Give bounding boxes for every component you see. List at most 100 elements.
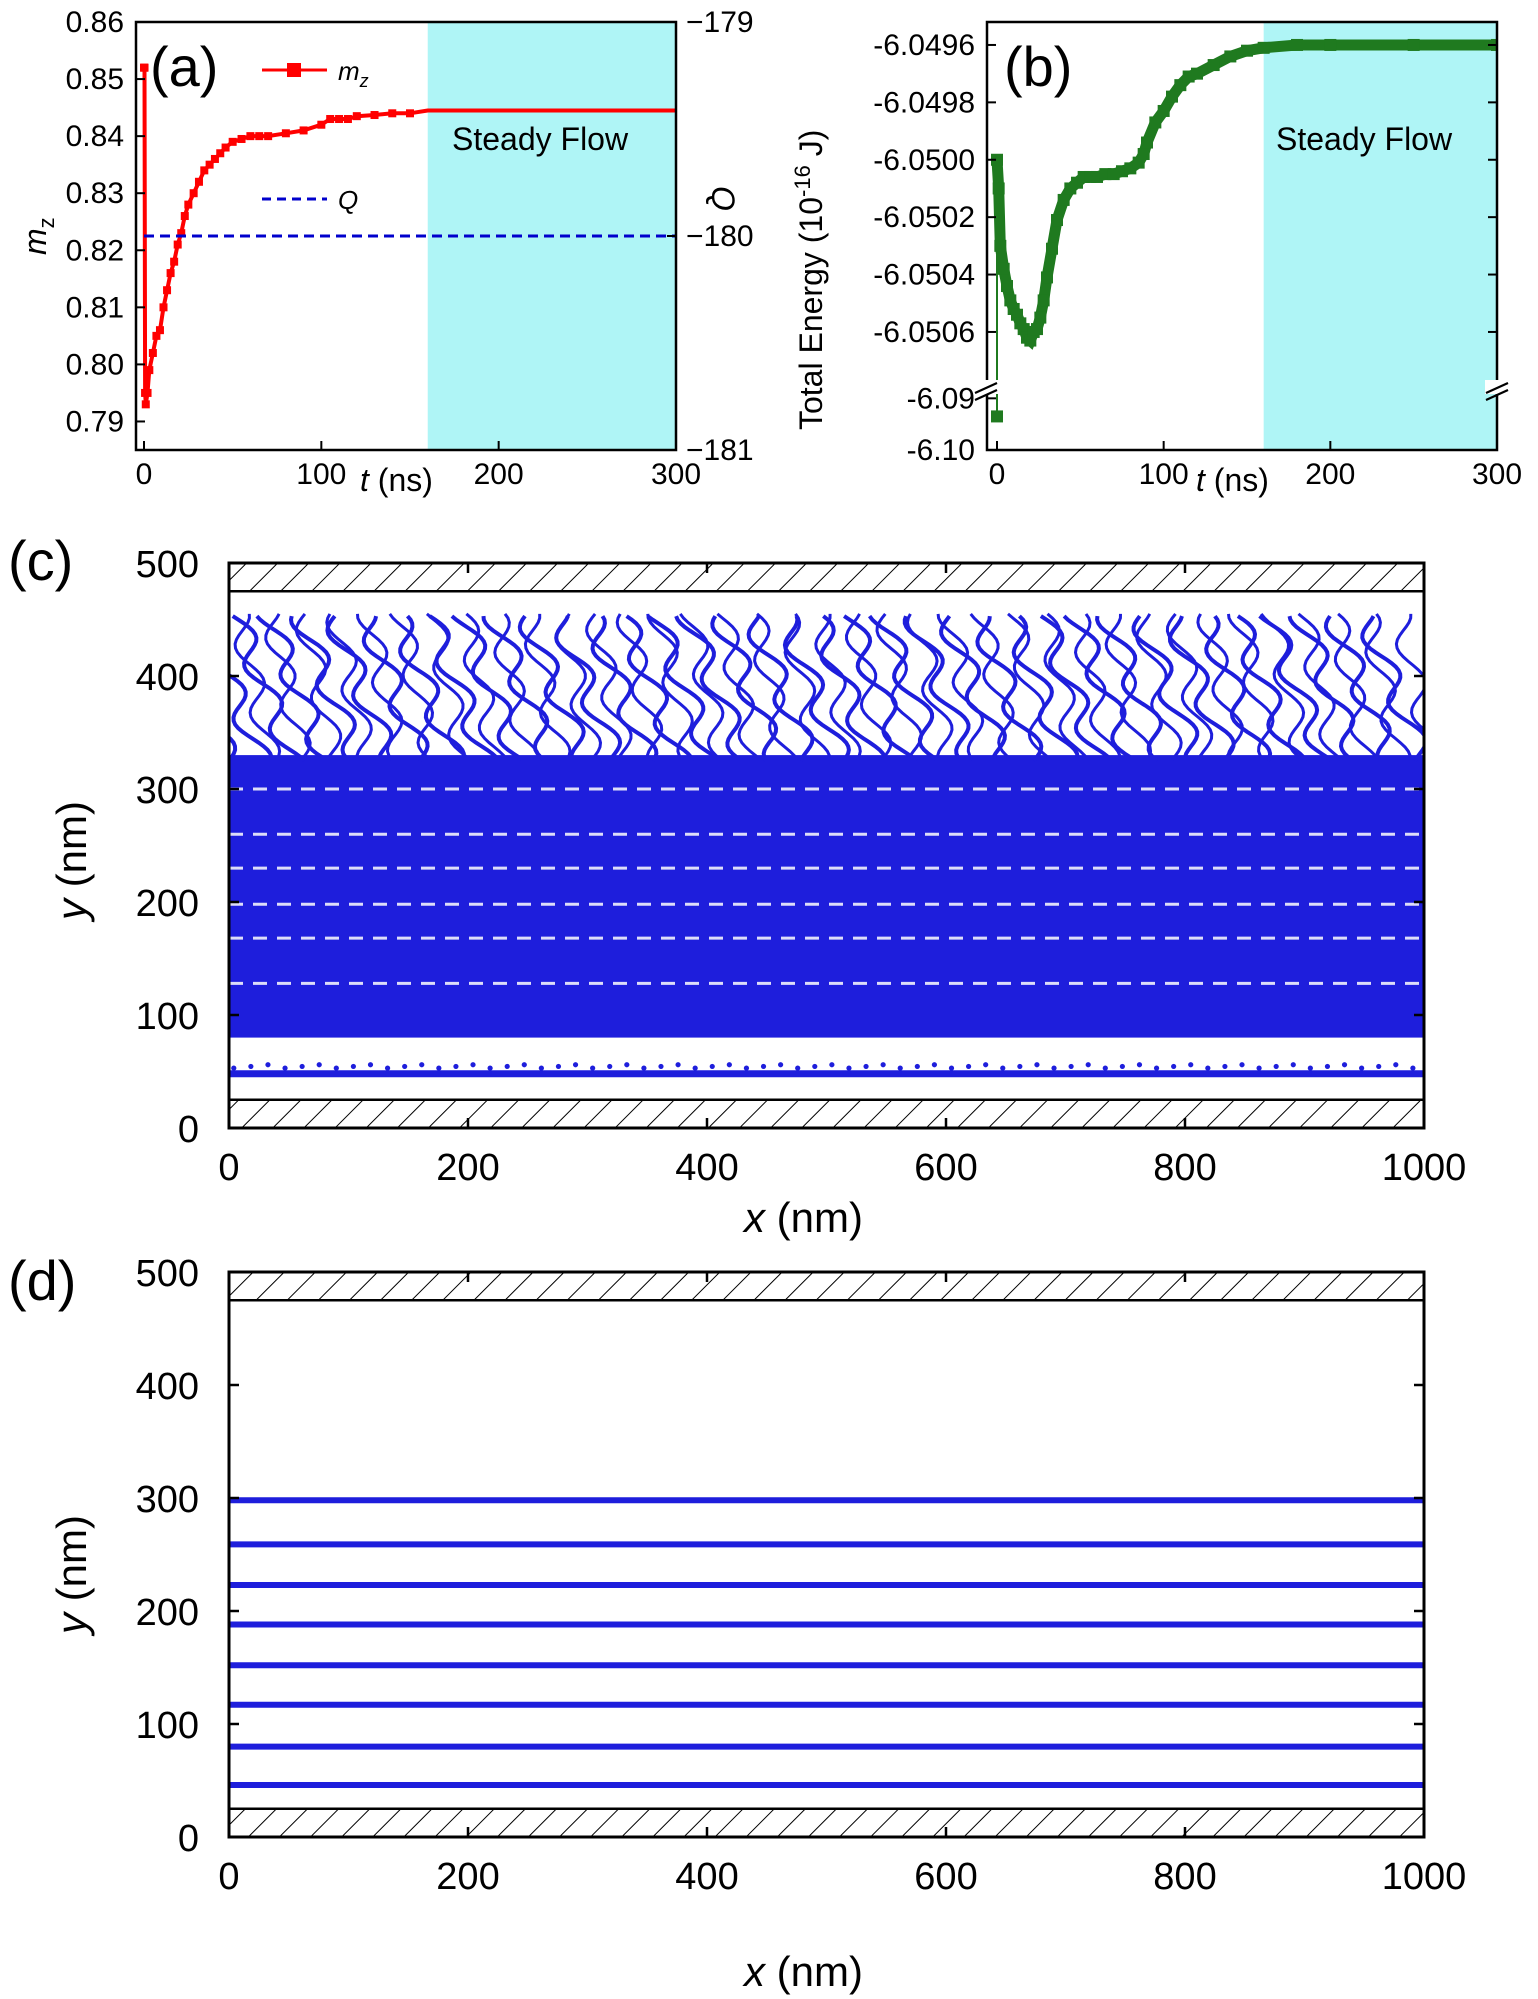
panel-c-point [897,1065,903,1071]
panel-c-xlabel: x (nm) [742,1194,863,1241]
panel-c-point [1051,1065,1057,1071]
series-energy-point [1224,50,1237,63]
series-mz-point [221,143,230,152]
series-energy-point [1141,136,1153,149]
panel-c-point [829,1062,835,1068]
panel-a-ytick-label: 0.83 [66,177,124,210]
panel-c-trajectory [398,614,466,762]
panel-d-xtick-label: 800 [1153,1856,1216,1898]
series-energy-point [1046,242,1058,255]
panel-d-frame [227,1270,1426,1839]
panel-a-legend: mz Q [262,56,369,215]
panel-c-trajectory [936,613,985,761]
series-mz-point [166,269,175,278]
panel-c-xtick-label: 1000 [1382,1147,1467,1189]
series-mz-point [200,166,209,175]
panel-a-xtick-label: 100 [296,458,346,491]
panel-c-trajectory [554,615,623,762]
series-energy-point [992,182,1005,195]
panel-a-ylabel: mz [17,217,59,255]
panel-c-point [1136,1062,1143,1068]
panel-c-trajectory [481,615,550,763]
panel-c-point [1153,1065,1160,1071]
panel-c-point [282,1065,288,1071]
panel-c-point [965,1063,972,1070]
panel-c-trajectory [1427,614,1472,760]
panel-a-y2tick-label: −180 [686,220,754,253]
panel-c-point [265,1062,271,1068]
panel-a-y2label: Q [705,186,741,211]
panel-c-trajectory [1394,613,1424,732]
legend-q-label: Q [338,185,358,215]
panel-c-point [333,1065,339,1071]
panel-b-xtick-label: 200 [1305,458,1355,491]
panel-c-trajectory [1333,612,1380,761]
panel-d-ytick-label: 400 [136,1366,199,1408]
series-mz-point [326,115,335,124]
panel-c-point [350,1063,356,1070]
panel-c-trajectory [1062,614,1137,763]
panel-c-trajectory [361,615,430,762]
panel-d-wall [227,1807,1426,1839]
panel-d-axes: 0 200 400 600 800 1000 0 100 200 300 400 500 [136,1253,1467,1898]
series-energy-point [997,262,1010,275]
series-energy-point [1241,44,1253,57]
panel-d-ytick-label: 100 [136,1705,199,1747]
series-mz-point [148,348,157,357]
panel-c-point [504,1063,510,1070]
panel-c-wall [227,1098,1426,1130]
panel-c-point [572,1062,579,1068]
panel-c-point [590,1065,596,1071]
panel-c-trajectory [1204,614,1273,762]
panel-c-point [1341,1062,1348,1068]
panel-c: 0 200 400 600 800 1000 0 100 200 300 400 500 (c) y … [8,529,1472,1241]
series-mz-point [370,111,379,120]
panel-c-frame [227,561,1426,1130]
panel-c-point [931,1062,938,1068]
series-mz-point [343,115,352,124]
panel-c-point [419,1062,425,1068]
panel-a-y2tick-label: −181 [686,434,754,467]
panel-c-point [760,1063,767,1070]
panel-c-trajectory [819,614,888,762]
panel-d: 0 200 400 600 800 1000 0 100 200 300 400 500 (d) y … [8,1249,1466,1995]
series-energy-point [1057,193,1070,206]
series-mz-point [216,149,225,158]
panel-d-xtick-label: 0 [218,1856,239,1898]
panel-c-ytick-label: 400 [136,657,199,699]
panel-c-point [470,1062,476,1068]
panel-c-trajectory [969,612,1015,761]
panel-c-trajectory [1011,614,1080,762]
panel-c-trajectory [1196,613,1244,760]
panel-a-steady-label: Steady Flow [452,121,629,157]
panel-c-point [948,1065,955,1071]
series-mz-point [317,120,326,129]
panel-c-point [299,1063,305,1070]
series-mz-point [255,132,264,141]
panel-c-trajectory [1260,612,1306,761]
series-energy-point [1324,38,1337,51]
panel-c-point [1222,1063,1228,1070]
panel-d-walls [227,1270,1426,1839]
panel-b-ylabel: Total Energy (10-16 J) [790,130,829,430]
panel-c-point [1359,1065,1365,1071]
panel-a-ytick-label: 0.86 [66,6,124,39]
series-mz-point [299,126,308,135]
panel-a-xtick-label: 300 [651,458,701,491]
panel-c-trajectory [1007,612,1053,761]
panel-b-xtick-label: 300 [1472,458,1522,491]
panel-c-point [983,1062,989,1068]
series-mz-point [237,134,246,143]
series-mz-point [180,212,189,221]
panel-a-ytick-label: 0.80 [66,348,124,381]
series-mz-point [189,189,198,198]
series-energy-point [1207,59,1220,72]
panel-c-trajectory [288,615,357,763]
series-mz-point [140,63,149,72]
series-mz-point [194,177,203,186]
panel-c-point [624,1062,630,1068]
series-energy-point [1257,41,1270,54]
panel-c-trajectory [844,613,893,761]
series-mz-point [406,109,414,118]
panel-d-ytick-label: 200 [136,1592,199,1634]
